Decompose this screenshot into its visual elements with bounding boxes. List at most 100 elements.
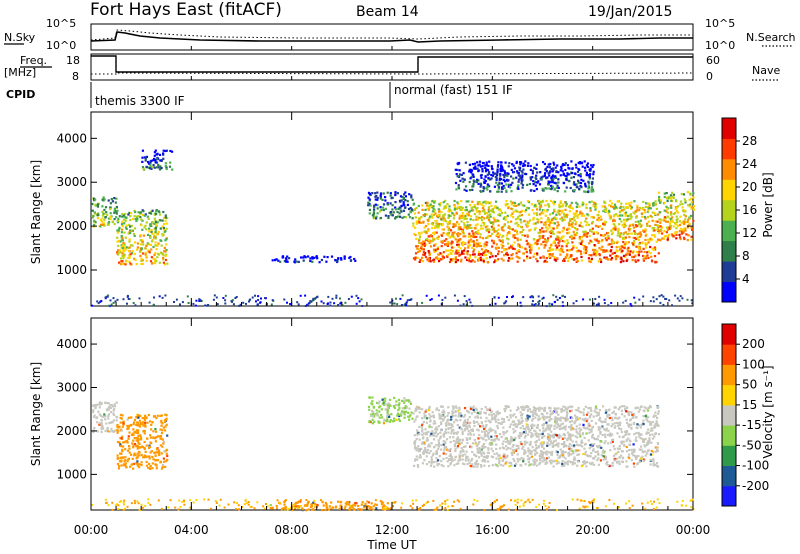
echo-cell <box>623 243 626 246</box>
echo-cell <box>675 209 678 212</box>
echo-cell <box>458 406 461 409</box>
echo-cell <box>669 218 673 221</box>
echo-cell <box>462 214 465 217</box>
echo-cell <box>119 443 122 446</box>
echo-cell <box>505 189 508 192</box>
echo-cell <box>617 227 620 230</box>
echo-cell <box>404 410 408 413</box>
echo-cell <box>614 453 617 456</box>
echo-cell <box>491 450 494 453</box>
echo-cell <box>533 228 536 231</box>
echo-cell <box>150 262 154 265</box>
echo-cell <box>640 445 643 448</box>
y-tick-label: 3000 <box>56 175 87 189</box>
echo-cell <box>593 201 596 204</box>
echo-cell <box>502 234 505 238</box>
echo-cell <box>116 416 119 419</box>
echo-cell <box>509 200 513 203</box>
echo-cell <box>658 195 661 199</box>
echo-cell <box>386 407 389 410</box>
echo-cell <box>588 173 591 176</box>
echo-cell <box>459 450 463 453</box>
echo-cell <box>463 295 466 298</box>
echo-cell <box>437 222 440 225</box>
echo-cell <box>480 227 483 230</box>
echo-cell <box>134 304 137 307</box>
echo-cell <box>466 250 469 253</box>
echo-cell <box>381 398 384 401</box>
echo-cell <box>432 248 436 251</box>
echo-cell <box>550 176 553 179</box>
echo-cell <box>621 224 624 227</box>
echo-cell <box>496 172 499 175</box>
echo-cell <box>477 182 480 185</box>
echo-cell <box>335 296 338 299</box>
echo-cell <box>594 208 597 211</box>
echo-cell <box>504 211 507 214</box>
echo-cell <box>664 297 667 300</box>
echo-cell <box>621 214 624 217</box>
echo-cell <box>655 207 658 210</box>
echo-cell <box>588 254 591 257</box>
echo-cell <box>154 161 157 164</box>
echo-cell <box>109 406 112 409</box>
echo-cell <box>567 179 570 182</box>
echo-cell <box>371 409 374 412</box>
echo-cell <box>121 236 124 239</box>
echo-cell <box>549 170 552 173</box>
echo-cell <box>633 465 636 468</box>
echo-cell <box>600 260 603 264</box>
echo-cell <box>516 460 520 463</box>
colorbar-tick-label: 24 <box>742 157 757 171</box>
echo-cell <box>479 256 482 259</box>
echo-cell <box>605 257 608 260</box>
echo-cell <box>494 246 498 249</box>
echo-cell <box>592 251 595 254</box>
echo-cell <box>443 447 446 450</box>
echo-cell <box>610 257 614 260</box>
echo-cell <box>149 420 152 423</box>
echo-cell <box>485 236 488 240</box>
echo-cell <box>437 257 440 260</box>
echo-cell <box>416 256 419 259</box>
echo-cell <box>422 420 425 423</box>
echo-cell <box>441 414 444 418</box>
echo-cell <box>540 211 543 214</box>
echo-cell <box>538 213 541 216</box>
echo-cell <box>94 198 97 201</box>
echo-cell <box>616 250 619 253</box>
echo-cell <box>468 189 472 192</box>
echo-cell <box>143 418 146 422</box>
echo-cell <box>504 171 507 174</box>
echo-cell <box>508 257 511 260</box>
echo-cell <box>583 248 586 251</box>
echo-cell <box>461 432 464 436</box>
echo-cell <box>523 406 526 409</box>
echo-cell <box>636 233 639 236</box>
echo-cell <box>108 304 111 307</box>
echo-cell <box>641 208 644 211</box>
echo-cell <box>672 193 675 196</box>
echo-cell <box>560 236 564 239</box>
echo-cell <box>537 247 541 250</box>
echo-cell <box>154 454 157 457</box>
echo-cell <box>551 212 554 215</box>
echo-cell <box>577 174 580 177</box>
echo-cell <box>411 217 414 220</box>
echo-cell <box>592 173 595 176</box>
echo-cell <box>429 415 432 418</box>
echo-cell <box>127 457 131 460</box>
echo-cell <box>490 167 494 170</box>
echo-cell <box>560 423 563 426</box>
echo-cell <box>368 212 371 215</box>
echo-cell <box>404 405 407 408</box>
echo-cell <box>116 298 119 301</box>
echo-cell <box>357 297 360 300</box>
nave-trace <box>91 72 694 75</box>
echo-cell <box>581 239 584 242</box>
echo-cell <box>557 186 560 189</box>
echo-cell <box>645 233 648 236</box>
echo-cell <box>453 231 456 234</box>
echo-cell <box>101 217 104 220</box>
echo-cell <box>234 297 237 299</box>
